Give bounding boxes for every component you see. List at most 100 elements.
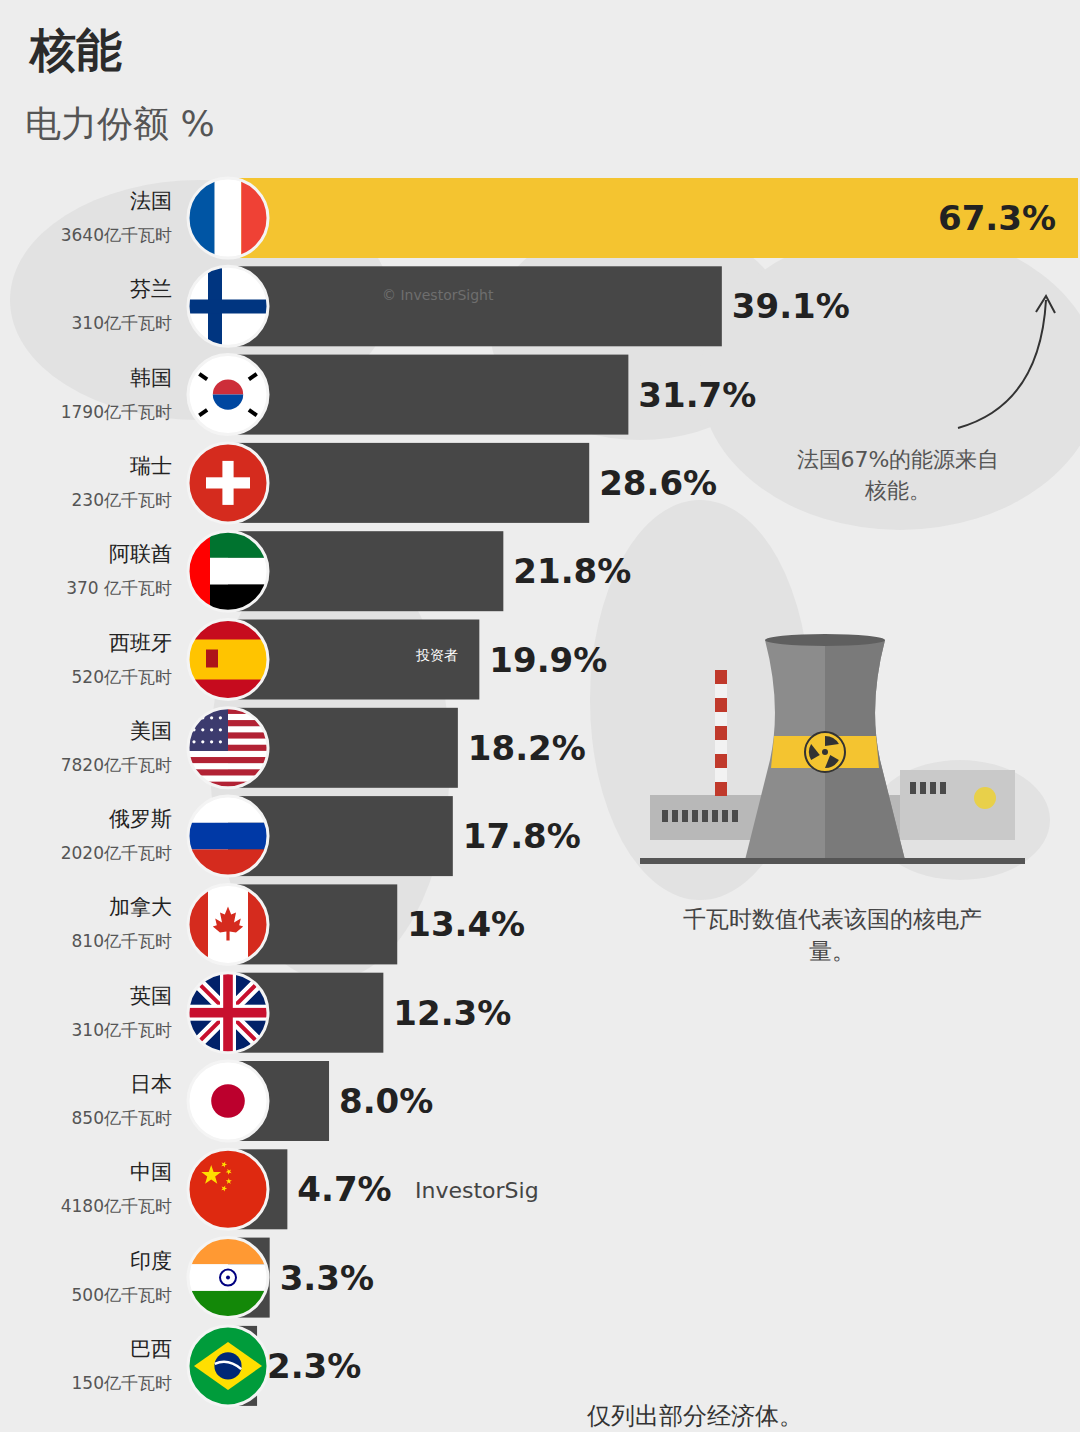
flag — [188, 178, 268, 258]
flag-part — [188, 620, 268, 700]
flag — [188, 531, 268, 611]
cooling-tower-top — [765, 634, 885, 646]
plant-window — [682, 810, 688, 822]
flag-star — [221, 1186, 227, 1192]
flag-border — [188, 1326, 268, 1406]
flag-part — [188, 1149, 268, 1229]
data-label: 12.3% — [393, 993, 511, 1033]
plant-window — [702, 810, 708, 822]
bar — [228, 178, 1078, 258]
flag-star — [201, 1165, 221, 1184]
flag-body — [188, 266, 268, 346]
text-line: 核能。 — [864, 478, 931, 503]
flag — [188, 796, 268, 876]
data-label: 4.7% — [297, 1169, 391, 1209]
subtitle: 电力份额 % — [25, 103, 215, 144]
flag-part — [188, 751, 268, 758]
category-label: 法国 — [130, 189, 172, 213]
data-label: 2.3% — [267, 1346, 361, 1386]
plant-window — [712, 810, 718, 822]
data-label: 17.8% — [463, 816, 581, 856]
flag-body — [188, 620, 268, 700]
production-label: 7820亿千瓦时 — [61, 755, 172, 775]
production-label: 310亿千瓦时 — [72, 1020, 172, 1040]
flag-body — [188, 1061, 268, 1141]
text-line: 法国67%的能源来自 — [797, 447, 1000, 472]
bars — [228, 178, 1078, 1406]
production-label: 500亿千瓦时 — [72, 1285, 172, 1305]
flag-part — [201, 728, 204, 731]
flag — [188, 1149, 268, 1229]
chimney — [715, 726, 727, 740]
flag-part — [188, 1264, 268, 1291]
watermark: © InvestorSight — [382, 287, 494, 303]
category-label: 印度 — [130, 1249, 172, 1273]
flag-body — [188, 1326, 268, 1406]
chimney — [715, 712, 727, 726]
flag-border — [188, 178, 268, 258]
flag — [188, 708, 268, 789]
flag-border — [188, 1061, 268, 1141]
radiation-sign — [804, 743, 820, 760]
flag — [188, 1061, 268, 1141]
chimney — [715, 670, 727, 684]
flag-part — [188, 973, 268, 1053]
flag-body — [188, 1238, 268, 1318]
flag-part — [188, 884, 268, 964]
flag-body — [188, 708, 268, 789]
flag-body — [188, 355, 268, 435]
flag-part — [220, 1270, 236, 1286]
text-line: 千瓦时数值代表该国的核电产 — [683, 906, 982, 932]
data-label: 31.7% — [638, 375, 756, 415]
plant-window — [672, 810, 678, 822]
annotation: 法国67%的能源来自核能。 — [797, 447, 1000, 503]
production-label: 370 亿千瓦时 — [66, 578, 172, 598]
flag-part — [213, 906, 243, 940]
flag-star — [226, 1178, 232, 1184]
flag-part — [219, 728, 222, 731]
flag-part — [219, 740, 222, 743]
production-label: 810亿千瓦时 — [72, 931, 172, 951]
text-line: 量。 — [809, 938, 855, 964]
flag-part — [188, 355, 268, 435]
flag — [188, 1326, 268, 1406]
flag-part — [188, 973, 268, 1053]
flag — [188, 355, 268, 435]
bar — [228, 443, 589, 523]
flag-border — [188, 355, 268, 435]
radiation-sign — [825, 736, 839, 746]
arrow-head — [1036, 296, 1055, 313]
flag-part — [194, 1342, 262, 1390]
chimney — [715, 684, 727, 698]
text-line: 仅列出部分经济体。 — [587, 1402, 803, 1430]
bar — [228, 355, 628, 435]
flag-part — [215, 178, 242, 258]
category-label: 阿联酋 — [109, 542, 172, 566]
flag-part — [248, 372, 258, 381]
background — [0, 0, 1080, 1432]
flag-part — [192, 740, 195, 743]
plant-illustration — [640, 634, 1025, 864]
category-label: 西班牙 — [109, 631, 172, 655]
plant-window — [662, 810, 668, 822]
flag-part — [210, 740, 213, 743]
data-label: 19.9% — [489, 640, 607, 680]
flag-part — [226, 1276, 230, 1280]
flag-part — [198, 408, 208, 417]
radiation-sign — [822, 749, 828, 755]
flag-part — [188, 973, 268, 1053]
production-label: 230亿千瓦时 — [72, 490, 172, 510]
ground-line — [640, 858, 1025, 864]
flag-border — [188, 708, 268, 788]
data-label: 3.3% — [280, 1258, 374, 1298]
chimney — [715, 768, 727, 782]
flag-border — [188, 796, 268, 876]
flag — [188, 443, 268, 523]
category-label: 日本 — [130, 1072, 172, 1096]
flag-part — [206, 477, 250, 488]
category-label: 英国 — [130, 984, 172, 1008]
flag — [188, 1238, 268, 1318]
plant-window — [692, 810, 698, 822]
footnote: 仅列出部分经济体。 — [587, 1402, 803, 1430]
flag-part — [188, 640, 268, 680]
